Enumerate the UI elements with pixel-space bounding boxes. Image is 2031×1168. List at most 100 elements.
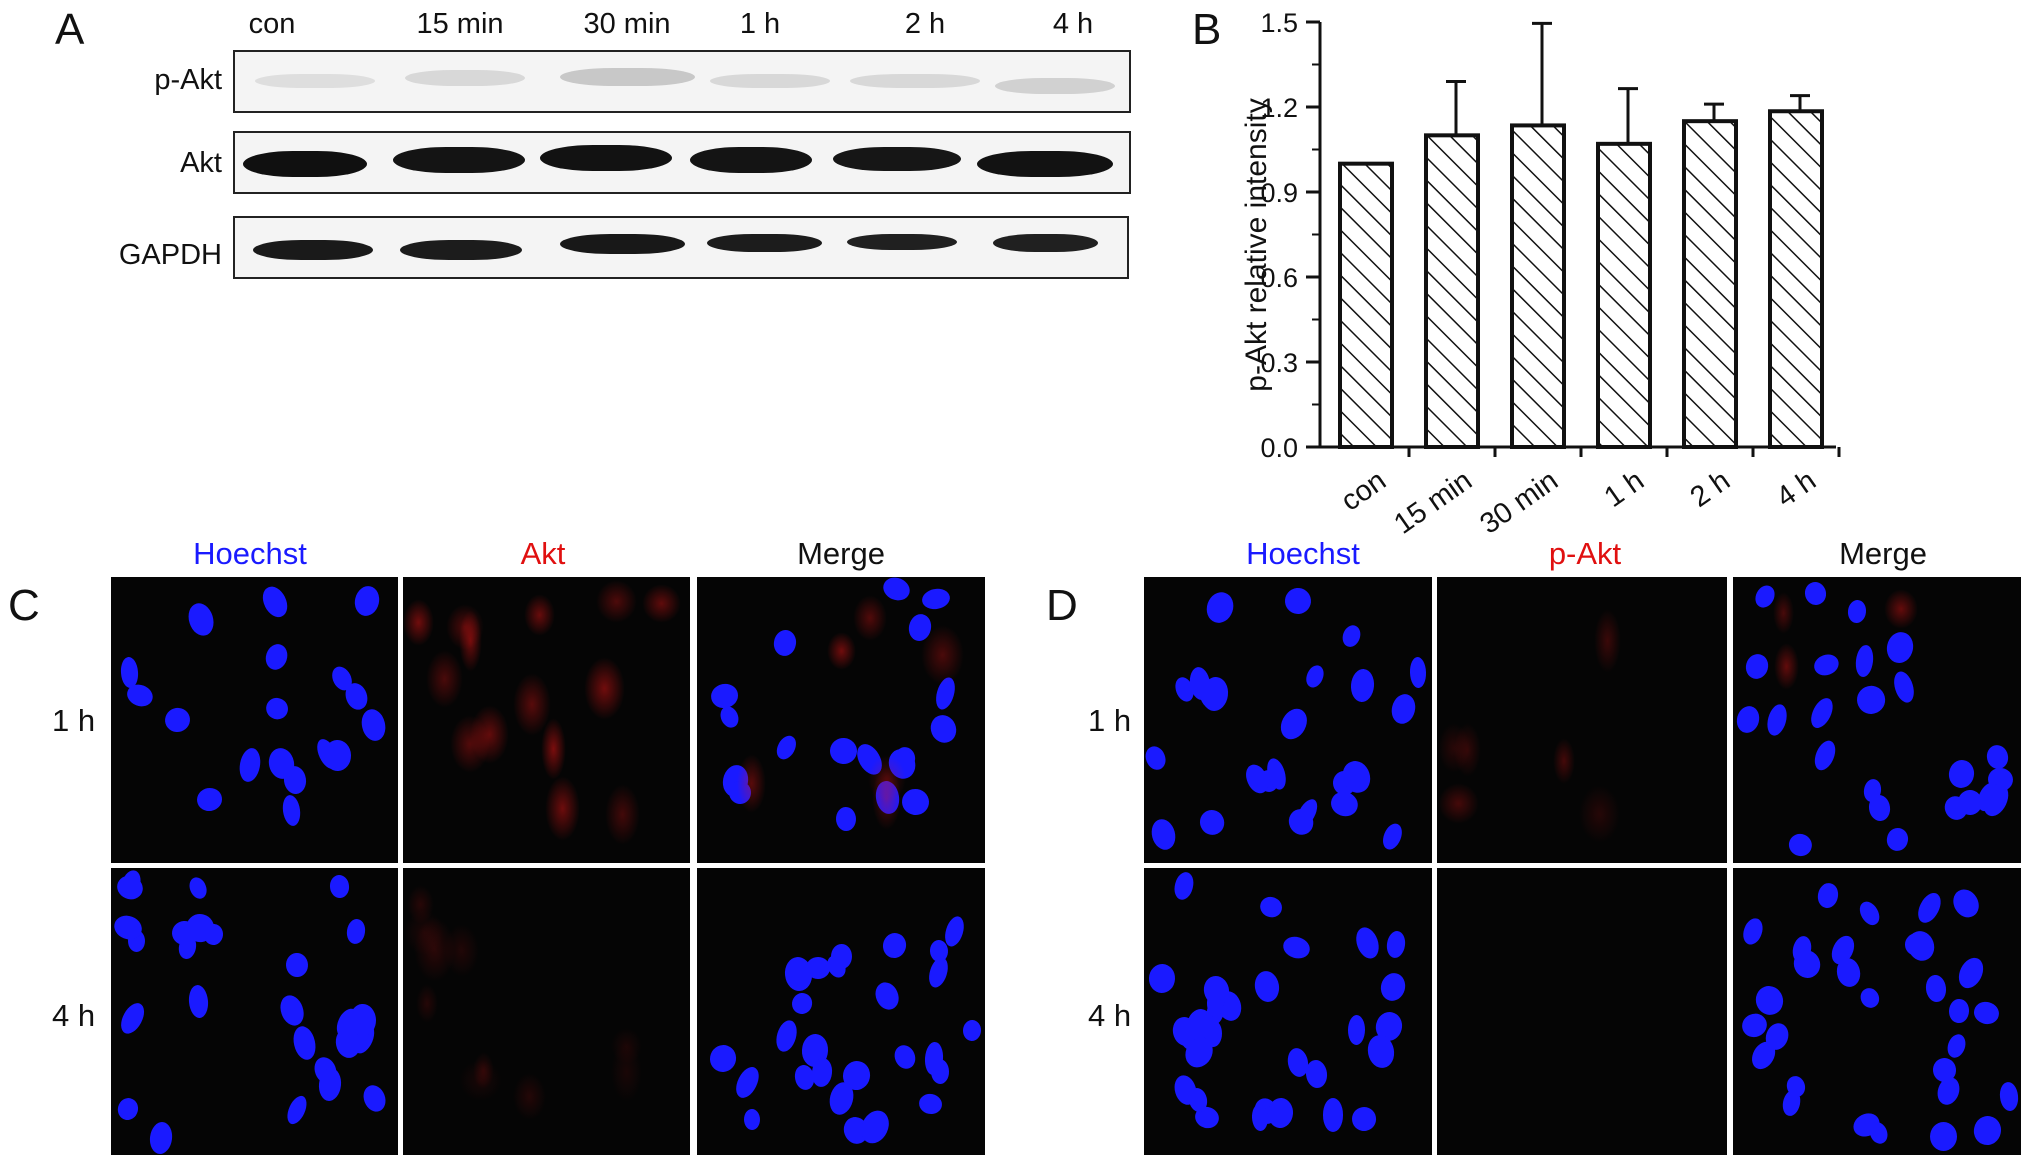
blot-row-label-gapdh: GAPDH bbox=[118, 239, 222, 271]
cell-nucleus bbox=[890, 1041, 919, 1073]
y-tick-label: 1.5 bbox=[1260, 8, 1298, 38]
col-header-hoechst-c: Hoechst bbox=[193, 536, 307, 571]
stain-signal bbox=[406, 884, 435, 925]
band bbox=[707, 234, 822, 252]
band bbox=[690, 147, 812, 173]
stain-signal bbox=[1453, 722, 1481, 778]
cell-nucleus bbox=[290, 1024, 320, 1063]
cell-nucleus bbox=[1379, 821, 1406, 853]
bar bbox=[1510, 123, 1566, 450]
cell-nucleus bbox=[1409, 656, 1427, 689]
stain-signal bbox=[449, 715, 490, 773]
cell-nucleus bbox=[1780, 1088, 1802, 1119]
cell-nucleus bbox=[1947, 757, 1977, 790]
row-label-1h-d: 1 h bbox=[1088, 703, 1132, 738]
cell-nucleus bbox=[187, 984, 210, 1020]
micrograph-c-hoechst-4h bbox=[111, 868, 398, 1155]
stain-signal bbox=[605, 784, 640, 845]
stain-signal bbox=[871, 766, 901, 830]
band bbox=[243, 151, 367, 177]
cell-nucleus bbox=[1971, 1113, 2003, 1147]
cell-nucleus bbox=[1147, 963, 1176, 994]
cell-nucleus bbox=[835, 806, 857, 832]
stain-signal bbox=[611, 1042, 643, 1102]
cell-nucleus bbox=[1352, 924, 1383, 962]
stain-signal bbox=[426, 649, 463, 708]
cell-nucleus bbox=[359, 1082, 389, 1115]
micrograph-c-merge-4h bbox=[697, 868, 985, 1155]
panel-letter-a: A bbox=[55, 5, 85, 54]
cell-nucleus bbox=[1763, 702, 1790, 738]
cell-nucleus bbox=[283, 1093, 311, 1127]
x-tick-label: 4 h bbox=[1771, 465, 1822, 514]
cell-nucleus bbox=[161, 705, 193, 736]
cell-nucleus bbox=[194, 786, 224, 813]
band bbox=[977, 151, 1113, 177]
x-tick-label: 1 h bbox=[1599, 465, 1650, 514]
lane-label-4h: 4 h bbox=[1052, 8, 1094, 40]
col-header-merge-d: Merge bbox=[1839, 536, 1927, 571]
lane-label-30min: 30 min bbox=[583, 8, 671, 40]
stain-signal bbox=[583, 656, 625, 720]
cell-nucleus bbox=[148, 1121, 175, 1155]
cell-nucleus bbox=[280, 793, 303, 827]
stain-signal bbox=[867, 755, 907, 804]
y-tick-label: 0.6 bbox=[1260, 263, 1298, 293]
cell-nucleus bbox=[880, 931, 908, 961]
band bbox=[995, 78, 1115, 94]
micrograph-d-hoechst-1h bbox=[1144, 577, 1432, 863]
row-label-1h-c: 1 h bbox=[52, 703, 96, 738]
y-axis-label: p-Akt relative intensity bbox=[1240, 98, 1273, 391]
micrograph-c-akt-4h bbox=[403, 868, 690, 1155]
micrograph-c-akt-1h bbox=[403, 577, 690, 863]
band bbox=[400, 240, 522, 260]
cell-nucleus bbox=[1148, 816, 1179, 853]
x-tick-label: con bbox=[1335, 465, 1392, 518]
bar bbox=[1682, 119, 1738, 450]
stain-signal bbox=[596, 580, 638, 623]
stain-signal bbox=[1552, 738, 1575, 784]
blot-strip-akt bbox=[233, 131, 1131, 194]
bar bbox=[1596, 141, 1652, 449]
cell-nucleus bbox=[1811, 651, 1842, 680]
band bbox=[560, 68, 695, 86]
stain-signal bbox=[413, 916, 456, 983]
x-tick-label: 2 h bbox=[1685, 465, 1736, 514]
cell-nucleus bbox=[1144, 742, 1170, 773]
stain-signal bbox=[458, 610, 483, 672]
stain-signal bbox=[459, 1059, 502, 1102]
micrograph-d-pakt-4h bbox=[1437, 868, 1727, 1155]
cell-nucleus bbox=[805, 956, 831, 980]
cell-nucleus bbox=[262, 693, 292, 724]
cell-nucleus bbox=[1806, 695, 1837, 732]
cell-nucleus bbox=[772, 732, 800, 763]
stain-signal bbox=[512, 673, 551, 736]
stain-signal bbox=[1437, 783, 1479, 825]
cell-nucleus bbox=[1733, 703, 1763, 736]
cell-nucleus bbox=[1388, 691, 1419, 727]
cell-nucleus bbox=[930, 1058, 951, 1084]
cell-nucleus bbox=[1857, 985, 1883, 1012]
cell-nucleus bbox=[1884, 629, 1916, 666]
stain-signal bbox=[610, 1027, 642, 1065]
cell-nucleus bbox=[1339, 623, 1363, 650]
cell-nucleus bbox=[731, 1063, 764, 1102]
cell-nucleus bbox=[900, 786, 932, 817]
cell-nucleus bbox=[1280, 583, 1316, 620]
cell-nucleus bbox=[116, 999, 150, 1039]
blot-strip-gapdh bbox=[233, 216, 1129, 279]
cell-nucleus bbox=[115, 1096, 141, 1123]
cell-nucleus bbox=[1252, 969, 1282, 1005]
col-header-pakt-d: p-Akt bbox=[1548, 536, 1622, 571]
cell-nucleus bbox=[1257, 893, 1285, 921]
cell-nucleus bbox=[1852, 681, 1889, 719]
cell-nucleus bbox=[186, 874, 211, 902]
micrograph-c-hoechst-1h bbox=[111, 577, 398, 863]
cell-nucleus bbox=[113, 871, 146, 903]
cell-nucleus bbox=[1802, 579, 1829, 607]
blot-row-label-pakt: p-Akt bbox=[154, 64, 222, 96]
cell-nucleus bbox=[1377, 970, 1409, 1004]
cell-nucleus bbox=[1929, 1121, 1957, 1152]
cell-nucleus bbox=[1954, 953, 1989, 992]
panel-letter-b: B bbox=[1192, 5, 1222, 54]
